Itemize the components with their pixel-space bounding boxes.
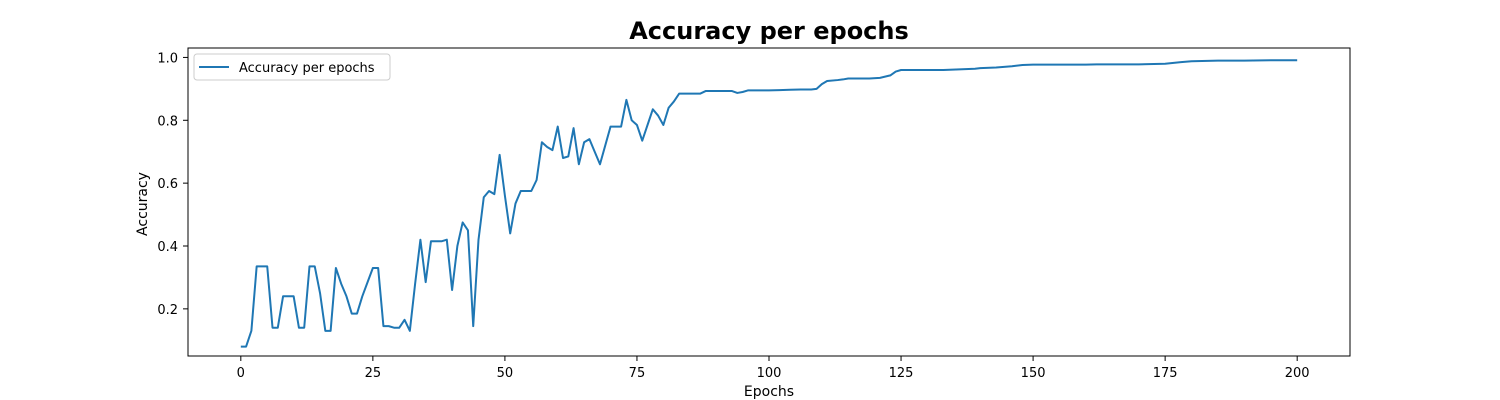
x-tick-label: 75 <box>629 366 646 381</box>
y-tick-label: 1.0 <box>157 51 178 66</box>
legend-box <box>193 53 391 81</box>
x-tick-label: 125 <box>889 366 914 381</box>
x-tick-label: 200 <box>1285 366 1310 381</box>
y-axis: 0.2 0.4 0.6 0.8 1.0 <box>157 51 188 318</box>
y-tick-label: 0.8 <box>157 114 178 129</box>
x-tick-label: 0 <box>237 366 245 381</box>
legend-label: Accuracy per epochs <box>239 61 375 76</box>
y-tick-label: 0.4 <box>157 240 178 255</box>
x-axis-label: Epochs <box>744 384 794 400</box>
legend: Accuracy per epochs <box>193 53 391 81</box>
x-tick-label: 25 <box>365 366 382 381</box>
series-group <box>240 59 1298 348</box>
series-line-accuracy <box>240 59 1298 348</box>
x-tick-label: 50 <box>497 366 514 381</box>
x-tick-label: 150 <box>1021 366 1046 381</box>
y-tick-label: 0.2 <box>157 303 178 318</box>
x-axis: 0 25 50 75 100 125 150 175 200 <box>237 356 1310 381</box>
chart-title: Accuracy per epochs <box>629 17 909 45</box>
x-tick-label: 175 <box>1153 366 1178 381</box>
x-tick-label: 100 <box>757 366 782 381</box>
y-axis-label: Accuracy <box>135 172 151 236</box>
y-tick-label: 0.6 <box>157 177 178 192</box>
